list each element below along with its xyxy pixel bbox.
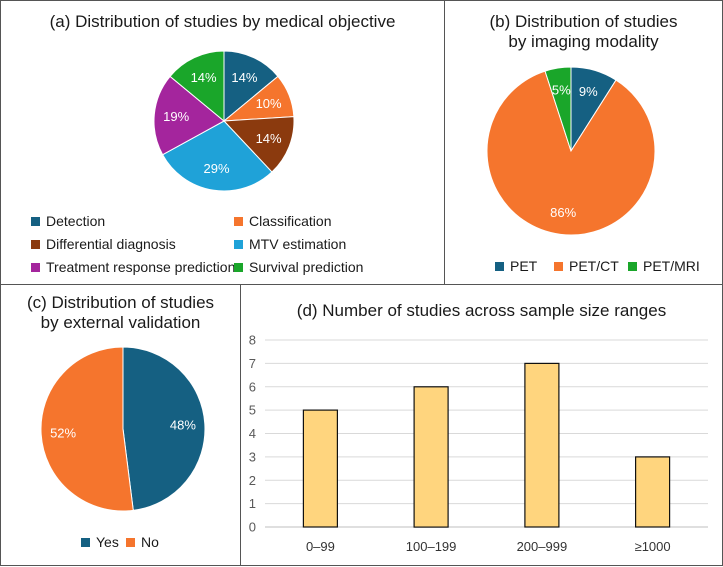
x-tick-label: 0–99 <box>306 539 335 554</box>
legend-label: MTV estimation <box>249 236 347 252</box>
legend-item-classification: Classification <box>234 213 331 229</box>
panel-b: (b) Distribution of studies by imaging m… <box>444 0 723 285</box>
data-label-treatment-response-prediction: 19% <box>163 109 189 124</box>
pie-slice-yes <box>122 346 206 511</box>
panel-a: (a) Distribution of studies by medical o… <box>0 0 445 285</box>
chart-c-title-line-2: by external validation <box>40 313 201 332</box>
data-label-classification: 10% <box>256 96 282 111</box>
legend-c: Yes No <box>1 285 242 567</box>
y-tick-label: 0 <box>249 520 256 535</box>
pie-chart-a: 14% 10% 14% 29% 19% 14% <box>153 50 295 192</box>
legend-label: No <box>141 534 159 550</box>
data-label-no: 52% <box>50 425 76 440</box>
pie-slice-pet-ct <box>486 70 656 236</box>
bar <box>413 386 449 528</box>
data-label-yes: 48% <box>170 418 196 433</box>
legend-label: Detection <box>46 213 106 229</box>
pie-slice-differential-diagnosis <box>222 116 295 173</box>
legend-item-treatment-response-prediction: Treatment response prediction <box>31 259 235 275</box>
legend-label: Differential diagnosis <box>46 236 176 252</box>
panel-d: (d) Number of studies across sample size… <box>240 284 723 566</box>
legend-swatch <box>628 261 637 271</box>
legend-item-pet: PET <box>495 258 537 274</box>
legend-swatch <box>554 261 563 271</box>
legend-swatch <box>31 239 40 249</box>
legend-swatch <box>495 261 504 271</box>
legend-label: Classification <box>249 213 332 229</box>
legend-item-detection: Detection <box>31 213 105 229</box>
data-label-pet: 9% <box>579 84 598 99</box>
y-tick-label: 2 <box>249 473 256 488</box>
legend-label: PET/MRI <box>643 258 700 274</box>
y-tick-label: 5 <box>249 403 256 418</box>
y-tick-label: 6 <box>249 379 256 394</box>
data-label-detection: 14% <box>231 70 257 85</box>
pie-slice-treatment-response-prediction <box>153 75 225 156</box>
y-tick-label: 7 <box>249 356 256 371</box>
legend-label: Treatment response prediction <box>46 259 236 275</box>
legend-item-pet-mri: PET/MRI <box>628 258 700 274</box>
legend-item-no: No <box>126 534 159 550</box>
pie-slice-mtv-estimation <box>161 120 273 192</box>
chart-a-title: (a) Distribution of studies by medical o… <box>49 12 396 31</box>
legend-swatch <box>126 537 135 547</box>
data-label-differential-diagnosis: 14% <box>256 131 282 146</box>
legend-swatch <box>234 216 243 226</box>
chart-c-title-line-1: (c) Distribution of studies <box>26 293 215 312</box>
legend-label: Yes <box>96 534 119 550</box>
legend-item-pet-ct: PET/CT <box>554 258 619 274</box>
legend-item-differential-diagnosis: Differential diagnosis <box>31 236 176 252</box>
y-tick-label: 1 <box>249 496 256 511</box>
pie-chart-c: 48% 52% <box>40 346 206 512</box>
legend-item-mtv-estimation: MTV estimation <box>234 236 346 252</box>
legend-a: Detection Classification Differential di… <box>1 1 446 286</box>
legend-swatch <box>234 262 243 272</box>
bar-chart-d: 0 1 2 3 4 5 6 7 8 0–99 100–199 200–999 ≥1000 <box>249 333 708 554</box>
y-tick-label: 3 <box>249 449 256 464</box>
pie-chart-b: 9% 86% 5% <box>486 66 656 236</box>
bar <box>635 456 671 528</box>
x-tick-label: ≥1000 <box>635 539 671 554</box>
y-tick-label: 8 <box>249 333 256 348</box>
data-label-pet-ct: 86% <box>550 205 576 220</box>
data-label-survival-prediction: 14% <box>191 70 217 85</box>
legend-swatch <box>81 537 90 547</box>
pie-slice-pet-mri <box>544 66 572 152</box>
legend-swatch <box>31 262 40 272</box>
legend-swatch <box>234 239 243 249</box>
legend-swatch <box>31 216 40 226</box>
pie-slice-detection <box>223 50 279 123</box>
data-label-pet-mri: 5% <box>552 82 571 97</box>
pie-slice-no <box>40 346 134 512</box>
panel-c: (c) Distribution of studies by external … <box>0 284 241 566</box>
chart-b-title-line-1: (b) Distribution of studies <box>489 12 678 31</box>
legend-label: PET <box>510 258 538 274</box>
bar <box>302 409 339 528</box>
legend-label: PET/CT <box>569 258 619 274</box>
legend-item-survival-prediction: Survival prediction <box>234 259 363 275</box>
legend-label: Survival prediction <box>249 259 364 275</box>
legend-item-yes: Yes <box>81 534 119 550</box>
data-label-mtv-estimation: 29% <box>203 161 229 176</box>
legend-b: PET PET/CT PET/MRI <box>445 1 723 286</box>
chart-d-title: (d) Number of studies across sample size… <box>296 301 667 320</box>
chart-b-title-line-2: by imaging modality <box>508 32 659 51</box>
bar <box>524 362 560 528</box>
pie-slice-survival-prediction <box>169 50 225 123</box>
y-tick-label: 4 <box>249 426 256 441</box>
x-tick-label: 200–999 <box>517 539 568 554</box>
x-tick-label: 100–199 <box>406 539 457 554</box>
